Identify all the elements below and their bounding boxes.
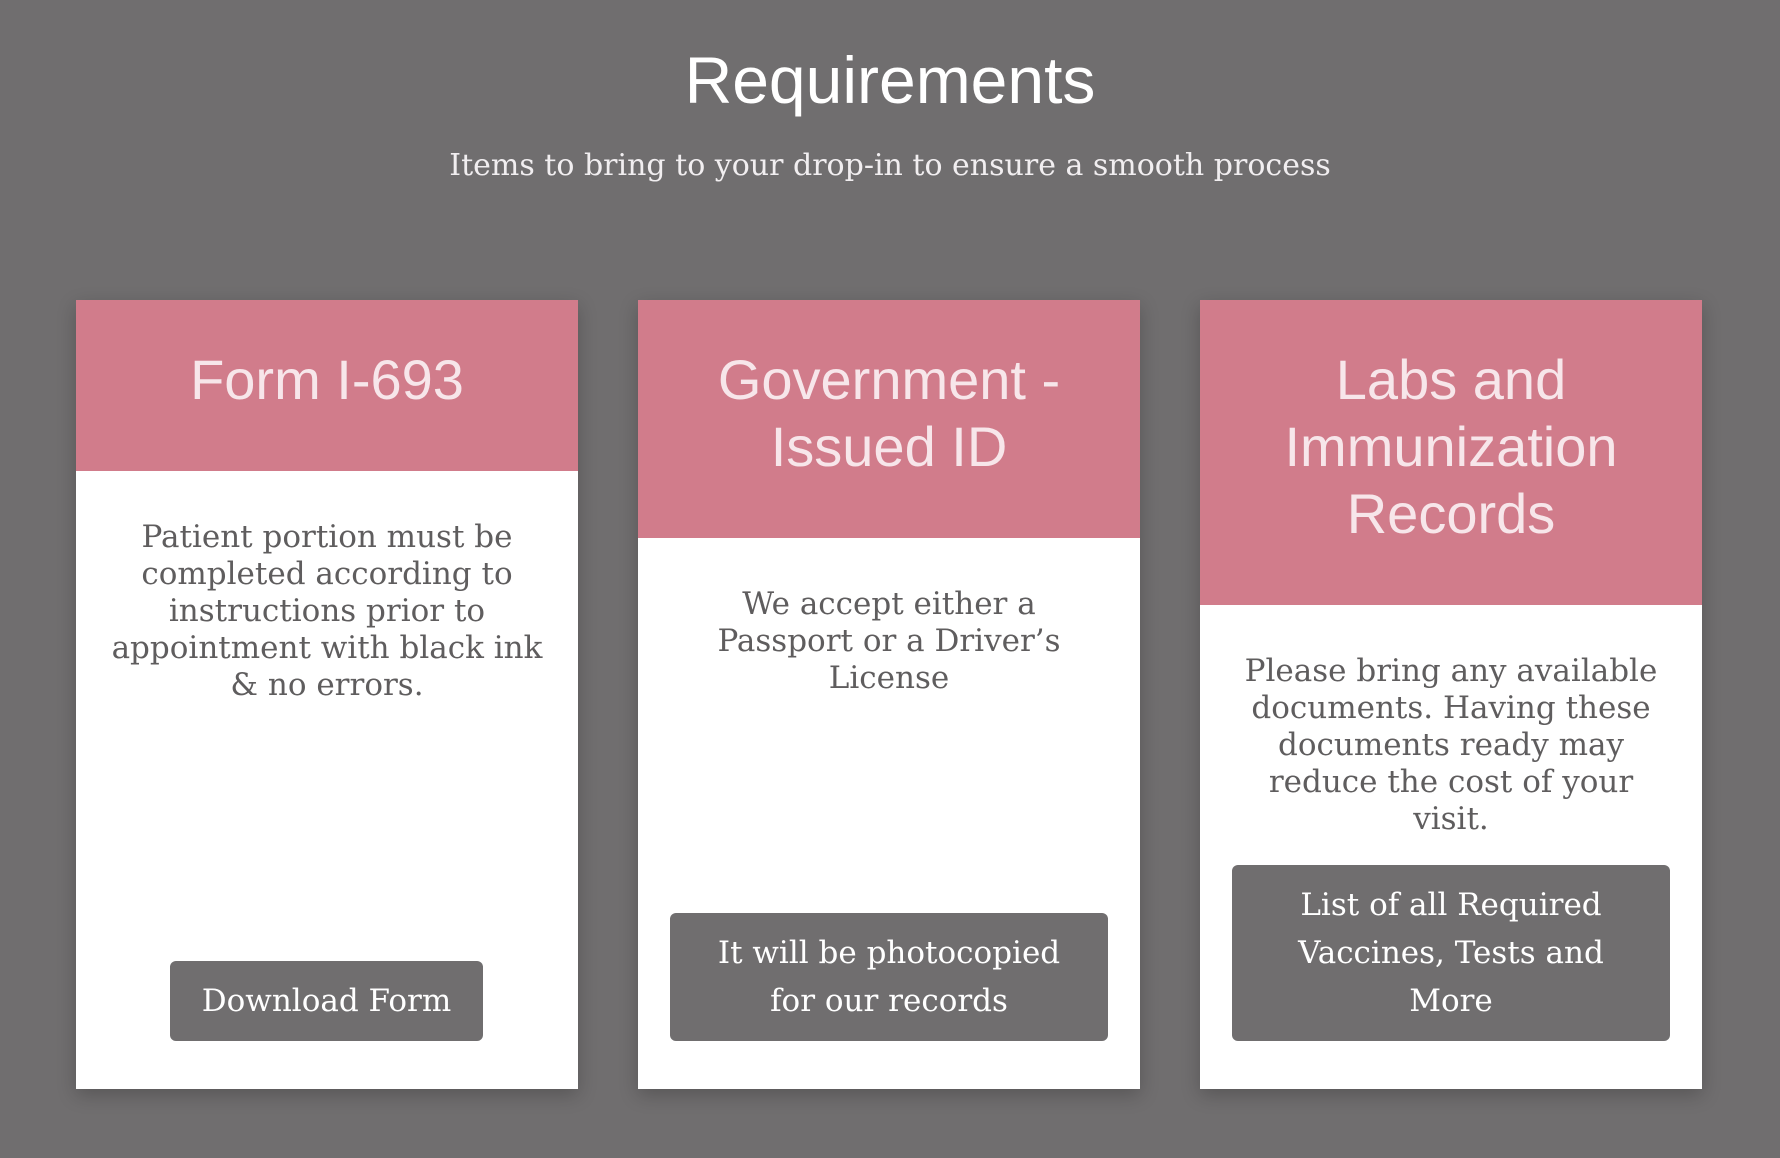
card-form-i693: Form I-693 Patient portion must be compl… bbox=[76, 300, 578, 1089]
page-subtitle: Items to bring to your drop-in to ensure… bbox=[449, 148, 1331, 183]
card-labs-immunization: Labs and Immunization Records Please bri… bbox=[1200, 300, 1702, 1089]
card-government-id: Government - Issued ID We accept either … bbox=[638, 300, 1140, 1089]
card-description: Patient portion must be completed accord… bbox=[111, 519, 543, 703]
card-description: Please bring any available documents. Ha… bbox=[1244, 653, 1658, 837]
card-title: Government - Issued ID bbox=[638, 300, 1140, 538]
card-title: Labs and Immunization Records bbox=[1200, 300, 1702, 605]
card-title: Form I-693 bbox=[76, 300, 578, 471]
required-vaccines-list-button[interactable]: List of all Required Vaccines, Tests and… bbox=[1232, 865, 1670, 1041]
download-form-button[interactable]: Download Form bbox=[170, 961, 483, 1041]
photocopied-info-button[interactable]: It will be photocopied for our records bbox=[670, 913, 1108, 1041]
page-title: Requirements bbox=[684, 43, 1096, 117]
card-description: We accept either a Passport or a Driver’… bbox=[717, 586, 1061, 696]
